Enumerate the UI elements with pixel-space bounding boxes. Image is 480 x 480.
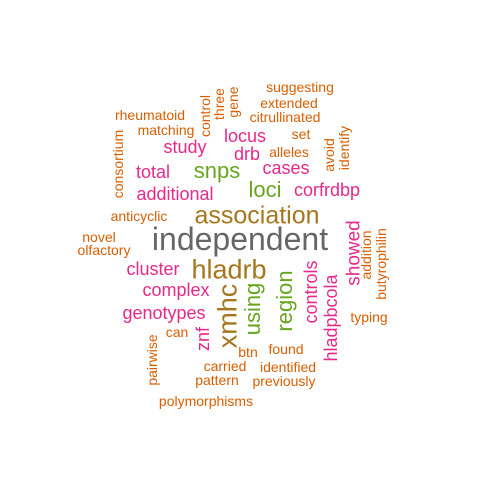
word-matching: matching [137, 122, 195, 138]
word-additional: additional [136, 184, 214, 204]
word-drb: drb [233, 144, 261, 164]
word-found: found [268, 341, 304, 357]
word-genotypes: genotypes [122, 303, 206, 323]
word-identify: identify [336, 125, 352, 171]
word-citrullinated: citrullinated [249, 109, 321, 125]
word-butyrophilin: butyrophilin [373, 228, 389, 300]
word-three: three [211, 88, 227, 120]
word-typing: typing [350, 309, 388, 325]
word-xmhc: xmhc [212, 283, 243, 349]
word-cluster: cluster [126, 259, 180, 279]
word-previously: previously [252, 373, 316, 389]
word-novel: novel [82, 229, 116, 245]
word-avoid: avoid [321, 138, 337, 172]
word-anticyclic: anticyclic [110, 208, 168, 224]
word-controls: controls [301, 260, 321, 324]
word-suggesting: suggesting [266, 79, 334, 95]
word-pairwise: pairwise [144, 334, 160, 386]
word-hladrb: hladrb [191, 254, 267, 285]
word-addition: addition [358, 230, 374, 280]
word-independent: independent [151, 221, 329, 257]
word-set: set [291, 126, 311, 142]
word-association: association [194, 201, 320, 230]
word-extended: extended [260, 95, 318, 111]
word-using: using [240, 282, 265, 336]
word-polymorphisms: polymorphisms [158, 393, 254, 409]
word-region: region [272, 270, 297, 332]
word-cases: cases [262, 158, 310, 178]
word-can: can [165, 324, 189, 340]
word-snps: snps [193, 158, 241, 183]
word-gene: gene [225, 86, 241, 118]
word-hladpbcola: hladpbcola [321, 274, 341, 362]
word-alleles: alleles [269, 144, 309, 160]
word-pattern: pattern [195, 372, 239, 388]
word-total: total [135, 162, 171, 182]
word-identified: identified [259, 359, 317, 375]
word-control: control [197, 94, 213, 138]
word-complex: complex [142, 280, 210, 300]
word-consortium: consortium [110, 129, 126, 199]
word-znf: znf [193, 326, 213, 352]
word-corfrdbp: corfrdbp [293, 180, 361, 200]
word-loci: loci [248, 177, 282, 202]
word-locus: locus [223, 126, 267, 146]
word-carried: carried [203, 358, 247, 374]
word-btn: btn [238, 344, 258, 360]
word-rheumatoid: rheumatoid [114, 107, 186, 123]
word-study: study [163, 137, 207, 157]
word-olfactory: olfactory [77, 242, 131, 258]
